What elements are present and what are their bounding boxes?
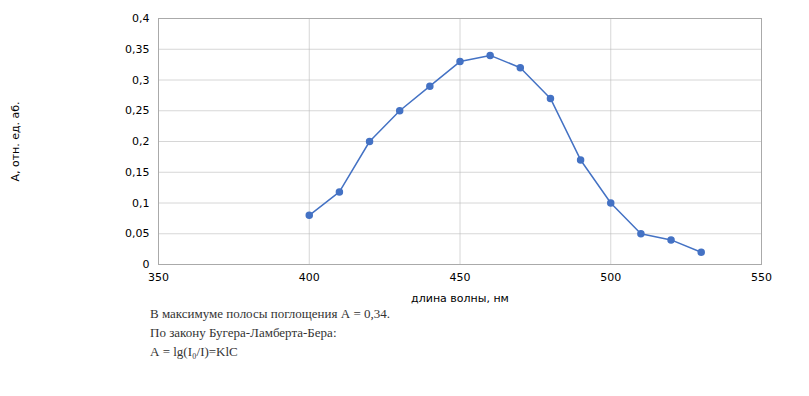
svg-text:350: 350 — [148, 271, 169, 284]
svg-text:0,3: 0,3 — [132, 74, 150, 87]
svg-text:0,2: 0,2 — [132, 135, 150, 148]
html-text:A = lg(I₀/I)=KlC: A = lg(I₀/I)=KlC — [150, 344, 238, 359]
svg-text:А, отн. ед. аб.: А, отн. ед. аб. — [9, 101, 22, 181]
svg-text:500: 500 — [600, 271, 621, 284]
svg-text:длина волны, нм: длина волны, нм — [411, 292, 509, 305]
svg-text:450: 450 — [450, 271, 471, 284]
svg-text:0,15: 0,15 — [125, 166, 150, 179]
html-text:В максимуме полосы поглощения: В максимуме полосы поглощения A = 0,34. — [150, 306, 390, 321]
svg-text:0,35: 0,35 — [125, 43, 150, 56]
svg-text:0,05: 0,05 — [125, 227, 150, 240]
html-text:По закону Бугера-Ламберта-Бера: По закону Бугера-Ламберта-Бера: — [150, 325, 337, 340]
svg-text:0,4: 0,4 — [132, 12, 150, 25]
svg-text:0,25: 0,25 — [125, 104, 150, 117]
svg-text:0: 0 — [143, 258, 150, 271]
svg-text:550: 550 — [751, 271, 772, 284]
svg-text:0,1: 0,1 — [132, 197, 150, 210]
svg-text:400: 400 — [299, 271, 320, 284]
